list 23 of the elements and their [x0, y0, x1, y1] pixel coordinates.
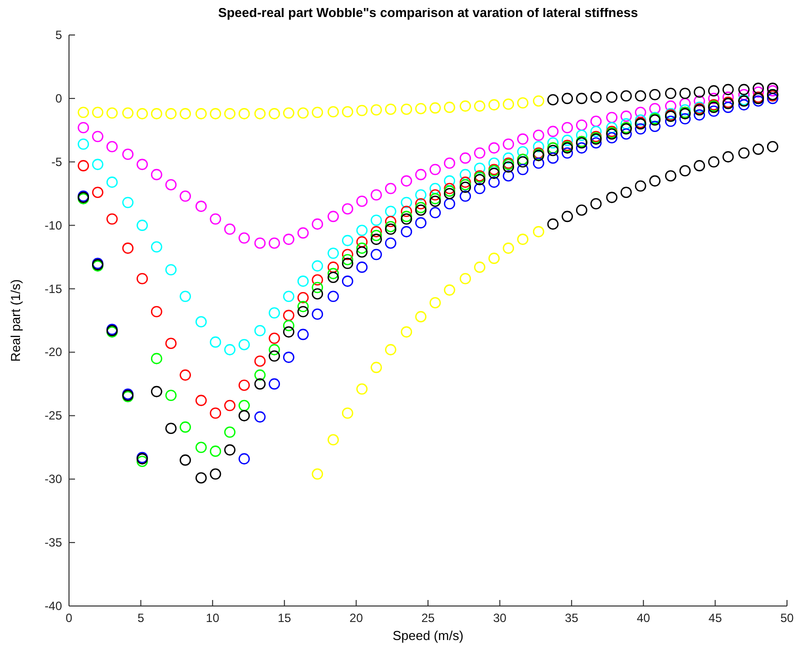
x-tick-label: 30: [493, 611, 507, 625]
x-tick-label: 5: [137, 611, 144, 625]
y-tick-label: -10: [44, 218, 62, 232]
x-tick-label: 40: [636, 611, 650, 625]
y-tick-label: -35: [44, 536, 62, 550]
y-tick-label: -30: [44, 472, 62, 486]
y-axis-title: Real part (1/s): [8, 279, 23, 362]
y-tick-label: -40: [44, 599, 62, 613]
x-axis-title: Speed (m/s): [392, 628, 464, 643]
y-tick-label: -15: [44, 282, 62, 296]
x-tick-label: 25: [421, 611, 435, 625]
x-tick-label: 35: [564, 611, 579, 625]
y-tick-label: -5: [51, 154, 62, 169]
y-tick-label: 5: [55, 28, 62, 42]
x-tick-label: 15: [278, 611, 292, 625]
x-tick-label: 45: [708, 611, 722, 625]
y-tick-label: -25: [44, 408, 62, 423]
x-tick-label: 50: [780, 611, 794, 625]
y-tick-label: -20: [44, 345, 62, 360]
x-tick-label: 20: [350, 611, 364, 625]
x-tick-label: 0: [66, 611, 73, 625]
x-tick-label: 10: [206, 611, 220, 625]
y-tick-label: 0: [55, 91, 62, 106]
